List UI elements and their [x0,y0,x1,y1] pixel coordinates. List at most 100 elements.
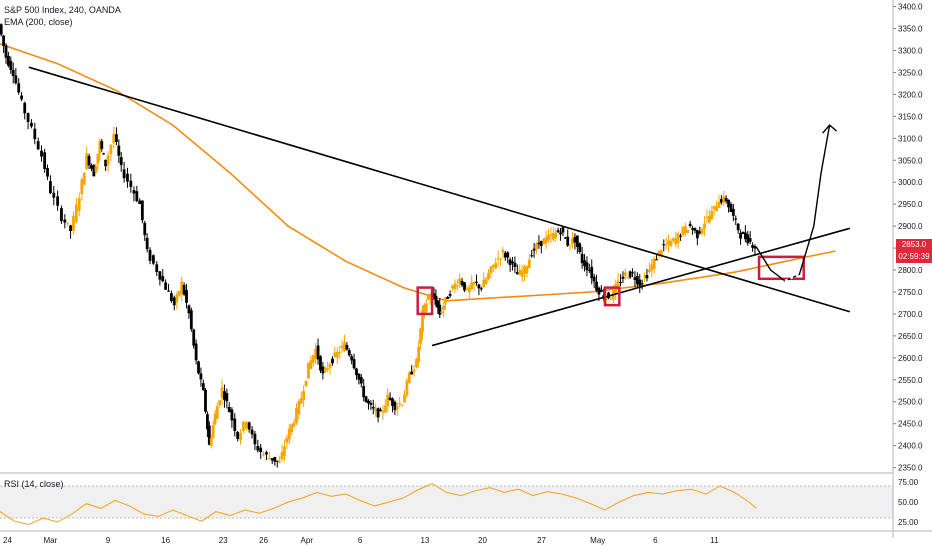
candle-body [652,258,656,269]
rsi-band [0,485,893,519]
candle-body [106,155,110,166]
candle-body [297,401,301,415]
candle-body [719,199,723,203]
time-tick-label: 23 [219,536,228,545]
candle-body [539,240,543,246]
candle-body [407,372,411,383]
candle-body [220,387,224,398]
candle-body [424,303,428,312]
candle-body [659,250,663,256]
candle-body [693,228,697,231]
candle-body [578,243,582,252]
candle-body [715,206,718,212]
candle-body [734,218,738,220]
candle-body [197,361,200,374]
candle-body [489,266,493,274]
candle-body [568,244,572,246]
highlight-box [603,286,621,307]
candle-body [265,452,268,455]
rsi-axis: 25.00 50.00 75.00 [898,478,919,527]
candle-body [739,232,742,239]
price-tick-label: 3350.0 [898,25,923,34]
candle-body [302,390,306,401]
candle-body [285,437,289,443]
candle-body [532,248,536,251]
candle-body [640,283,644,285]
candle-body [499,258,502,260]
candle-body [405,380,409,396]
candle-body [172,297,176,306]
candle-body [233,418,237,431]
candle-body [463,282,466,291]
trendline [28,66,851,313]
candle-body [230,409,234,421]
price-tick-label: 3200.0 [898,90,923,99]
candle-body [52,192,56,198]
rsi-path [0,483,757,525]
candle-body [650,264,654,271]
price-tick-label: 3100.0 [898,134,923,143]
price-tick-label: 3250.0 [898,68,923,77]
candle-body [164,282,168,290]
rsi-tick-label: 75.00 [898,478,919,487]
projection-arrowhead [822,124,838,134]
candle-body [319,356,322,371]
candle-body [388,397,392,401]
candle-body [82,172,86,185]
candle-body [100,140,104,149]
candle-body [253,433,257,445]
candle-body [432,293,436,297]
candle-body [676,233,680,244]
candle-body [475,281,478,283]
candle-body [77,198,81,211]
candle-body [290,424,294,433]
candle-body [633,277,637,280]
candle-body [92,165,96,177]
candle-body [722,196,726,203]
candle-body [115,134,118,142]
candle-body [338,352,342,354]
candle-body [199,373,203,380]
candle-body [688,223,692,226]
candle-body [140,200,144,221]
candle-body [4,45,8,58]
price-tick-label: 2800.0 [898,266,923,275]
rsi-line [0,483,757,525]
candle-body [556,230,560,233]
candle-body [423,304,426,313]
candle-body [393,401,397,411]
candle-body [614,284,618,295]
rsi-tick-label: 25.00 [898,518,919,527]
price-tick-label: 2500.0 [898,398,923,407]
candle-body [686,230,690,233]
time-axis: 24 Mar 9 16 23 26 Apr 6 13 20 27 May 6 11 [3,536,719,545]
candle-body [748,238,752,242]
candle-body [145,237,149,250]
candle-body [7,55,10,66]
candle-body [386,394,390,407]
candle-body [643,276,646,278]
candle-body [11,69,15,77]
ema-label: EMA (200, close) [4,17,73,27]
time-tick-label: 26 [259,536,268,545]
candle-body [259,447,263,453]
candle-body [262,454,265,456]
price-tick-label: 2750.0 [898,288,923,297]
candle-body [487,273,490,279]
candle-body [364,396,368,402]
candle-body [87,155,91,166]
candle-body [72,215,75,231]
candle-body [712,205,716,210]
candle-body [9,60,13,71]
time-tick-label: 24 [3,536,12,545]
trendline [431,227,851,347]
price-tick-label: 2350.0 [898,464,923,473]
candle-body [309,360,313,369]
candle-body [674,238,678,245]
candle-body [323,367,327,372]
candle-body [698,231,702,234]
candle-body [743,232,747,240]
candle-body [359,377,363,384]
candle-body [561,227,565,233]
candle-body [535,243,538,250]
